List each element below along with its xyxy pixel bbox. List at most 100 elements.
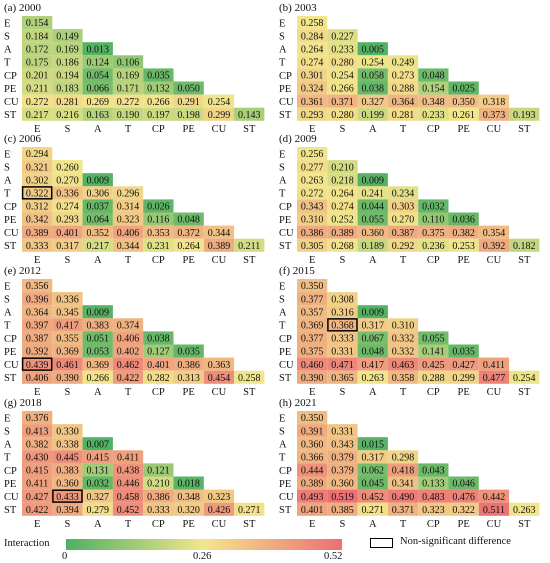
cell-value-label: 0.406 — [26, 373, 49, 384]
heatmap-cell — [297, 42, 328, 56]
cell-value-label: 0.454 — [208, 373, 231, 384]
heatmap-cell — [112, 186, 144, 200]
cell-value-label: 0.330 — [56, 426, 79, 437]
column-label: ST — [518, 387, 531, 398]
cell-value-label: 0.418 — [392, 466, 415, 477]
cell-value-label: 0.374 — [117, 320, 140, 331]
heatmap-cell — [143, 502, 174, 516]
cell-value-label: 0.402 — [117, 347, 140, 358]
column-label: ST — [243, 387, 256, 398]
cell-value-label: 0.332 — [392, 347, 415, 358]
heatmap-cell — [22, 173, 53, 187]
cell-value-label: 0.048 — [362, 347, 385, 358]
heatmap-cell — [52, 29, 83, 43]
cell-value-label: 0.324 — [301, 84, 324, 95]
heatmap-cell — [357, 212, 388, 226]
cell-value-label: 0.306 — [87, 188, 110, 199]
legend-max-label: 0.52 — [324, 551, 343, 562]
cell-value-label: 0.401 — [301, 505, 324, 516]
cell-value-label: 0.018 — [177, 479, 200, 490]
heatmap-cell — [112, 94, 144, 108]
heatmap-cell — [112, 476, 144, 490]
heatmap-cell — [418, 68, 449, 82]
cell-value-label: 0.272 — [301, 188, 324, 199]
heatmap-cell — [478, 238, 510, 252]
row-label: CP — [279, 466, 292, 477]
heatmap-cell — [52, 173, 83, 187]
column-label: A — [94, 519, 102, 530]
row-label: E — [279, 149, 285, 160]
heatmap-cell — [173, 212, 204, 226]
cell-value-label: 0.342 — [26, 215, 49, 226]
heatmap-cell — [387, 55, 419, 69]
heatmap-cell — [22, 107, 53, 121]
cell-value-label: 0.401 — [147, 360, 170, 371]
row-label: S — [279, 426, 285, 437]
cell-value-label: 0.392 — [483, 241, 506, 252]
cell-value-label: 0.452 — [362, 492, 385, 503]
cell-value-label: 0.358 — [392, 373, 415, 384]
row-label: ST — [4, 241, 17, 252]
row-label: ST — [4, 505, 17, 516]
column-label: CU — [212, 519, 227, 530]
cell-value-label: 0.308 — [331, 294, 354, 305]
cell-value-label: 0.186 — [56, 57, 79, 68]
heatmap-cell — [297, 331, 328, 345]
heatmap-cell — [22, 225, 53, 239]
heatmap-cell — [478, 370, 510, 384]
cell-value-label: 0.336 — [56, 294, 79, 305]
heatmap-cell — [22, 29, 53, 43]
heatmap-cell — [387, 199, 419, 213]
cell-value-label: 0.271 — [362, 505, 385, 516]
heatmap-cell — [357, 42, 388, 56]
heatmap-cell — [52, 318, 83, 332]
heatmap-cell — [203, 502, 235, 516]
heatmap-cell — [387, 68, 419, 82]
row-label: E — [4, 413, 10, 424]
cell-value-label: 0.264 — [331, 188, 354, 199]
column-label: E — [34, 255, 40, 266]
heatmap-cell — [327, 173, 358, 187]
cell-value-label: 0.169 — [117, 71, 140, 82]
cell-value-label: 0.333 — [331, 334, 354, 345]
cell-value-label: 0.376 — [26, 413, 49, 424]
cell-value-label: 0.387 — [392, 228, 415, 239]
cell-value-label: 0.365 — [331, 373, 354, 384]
column-label: CP — [152, 255, 165, 266]
heatmap-cell — [509, 107, 540, 121]
row-label: ST — [279, 241, 292, 252]
cell-value-label: 0.354 — [483, 228, 506, 239]
heatmap-cell — [327, 357, 358, 371]
heatmap-cell — [327, 160, 358, 174]
heatmap-cell — [387, 476, 419, 490]
panel-8: (h) 2021 0.350 0.391 0.331 0.360 0.343 0.015 0.… — [279, 397, 540, 530]
cell-value-label: 0.350 — [301, 281, 324, 292]
heatmap-cell — [297, 318, 328, 332]
column-label: ST — [243, 519, 256, 530]
heatmap-cell — [112, 318, 144, 332]
row-label: T — [279, 189, 286, 200]
cell-value-label: 0.415 — [87, 452, 110, 463]
heatmap-cell — [52, 305, 83, 319]
cell-value-label: 0.154 — [26, 18, 49, 29]
heatmap-cell — [327, 212, 358, 226]
cell-value-label: 0.050 — [177, 84, 200, 95]
heatmap-cell — [357, 318, 388, 332]
cell-value-label: 0.360 — [362, 228, 385, 239]
column-label: E — [309, 255, 315, 266]
heatmap-cell — [418, 238, 449, 252]
column-label: PE — [458, 255, 470, 266]
panel-7: (g) 2018 0.376 0.413 0.330 0.382 0.338 0.007 0.… — [4, 397, 265, 530]
nonsignificant-box — [21, 357, 53, 371]
heatmap-cell — [22, 370, 53, 384]
heatmap-cell — [22, 450, 53, 464]
cell-value-label: 0.389 — [26, 228, 49, 239]
heatmap-cell — [327, 107, 358, 121]
cell-value-label: 0.218 — [331, 175, 354, 186]
heatmap-cell — [357, 199, 388, 213]
row-label: E — [4, 281, 10, 292]
heatmap-cell — [143, 344, 174, 358]
column-label: CU — [487, 124, 502, 135]
heatmap-cell — [297, 357, 328, 371]
heatmap-cell — [327, 463, 358, 477]
